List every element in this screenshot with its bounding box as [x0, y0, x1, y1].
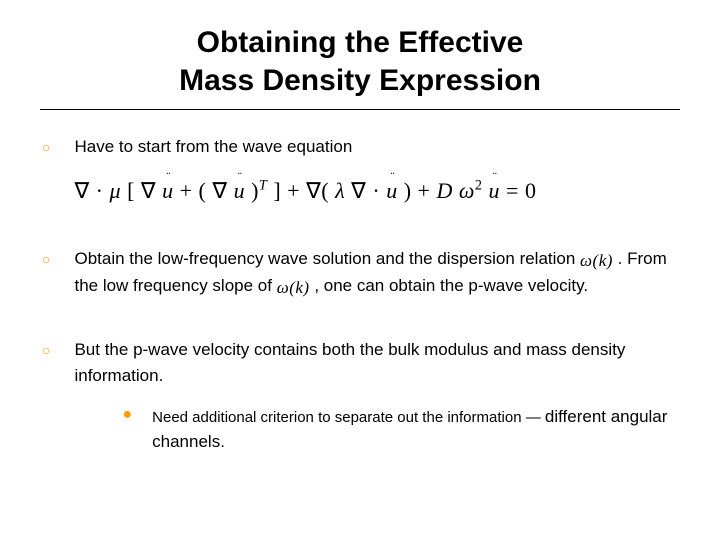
ddot-icon: ¨ [238, 168, 241, 187]
eq-plus1: + ( [180, 178, 207, 203]
eq-nabla4: ∇ · [351, 178, 380, 203]
eq-rp2: ) + [404, 178, 437, 203]
sub-bullet-marker-icon: ● [122, 404, 132, 426]
bullet-marker-icon: ○ [42, 134, 50, 161]
title-divider [40, 109, 680, 110]
eq-mu: μ [110, 178, 122, 203]
eq-nabla2: ∇ [212, 178, 227, 203]
b3-text: But the p-wave velocity contains both th… [74, 337, 680, 390]
bullet-1: ○ Have to start from the wave equation ∇… [40, 134, 680, 208]
eq-lambda: λ [335, 178, 345, 203]
eq-omega: ω [459, 178, 475, 203]
eq-nabla1: ∇ [141, 178, 156, 203]
sub-bullet: ● Need additional criterion to separate … [74, 404, 680, 455]
eq-supT: T [259, 178, 267, 194]
wave-equation: ∇ · μ [ ∇ ¨u + ( ∇ ¨u )T ] + ∇( λ ∇ · ¨u [74, 178, 536, 203]
eq-nabla3: ∇( [306, 178, 329, 203]
eq-lbrack: [ [127, 178, 135, 203]
bullet-marker-icon: ○ [42, 246, 50, 273]
ddot-icon: ¨ [166, 168, 169, 187]
eq-rbrack: ] + [273, 178, 306, 203]
eq-nabla-dot: ∇ · [74, 178, 103, 203]
omega-k-2: ω(k) [277, 275, 310, 301]
slide-title: Obtaining the EffectiveMass Density Expr… [40, 24, 680, 99]
eq-u3: ¨u [386, 174, 398, 208]
bullet-2: ○ Obtain the low-frequency wave solution… [40, 246, 680, 299]
omega-k-1: ω(k) [580, 248, 613, 274]
title-line1: Obtaining the EffectiveMass Density Expr… [179, 26, 541, 97]
bullet-list: ○ Have to start from the wave equation ∇… [40, 134, 680, 455]
bullet-marker-icon: ○ [42, 337, 50, 364]
b2-post: , one can obtain the p-wave velocity. [314, 276, 588, 295]
b2-pre: Obtain the low-frequency wave solution a… [74, 249, 580, 268]
ddot-icon: ¨ [390, 168, 393, 187]
eq-rp1: ) [251, 178, 259, 203]
bullet-1-text: Have to start from the wave equation [74, 134, 680, 160]
eq-eq0: = 0 [506, 178, 536, 203]
slide: Obtaining the EffectiveMass Density Expr… [0, 0, 720, 540]
eq-u2: ¨u [234, 174, 246, 208]
sub-bullet-body: Need additional criterion to separate ou… [152, 404, 680, 455]
eq-u1: ¨u [162, 174, 174, 208]
eq-D: D [436, 178, 452, 203]
eq-u4: ¨u [489, 174, 501, 208]
bullet-3-body: But the p-wave velocity contains both th… [74, 337, 680, 455]
equation-block: ∇ · μ [ ∇ ¨u + ( ∇ ¨u )T ] + ∇( λ ∇ · ¨u [74, 174, 680, 208]
bullet-2-body: Obtain the low-frequency wave solution a… [74, 246, 680, 299]
bullet-1-body: Have to start from the wave equation ∇ ·… [74, 134, 680, 208]
ddot-icon: ¨ [493, 168, 496, 187]
eq-sup2: 2 [475, 178, 483, 194]
bullet-3: ○ But the p-wave velocity contains both … [40, 337, 680, 455]
sub-pre: Need additional criterion to separate ou… [152, 409, 545, 426]
